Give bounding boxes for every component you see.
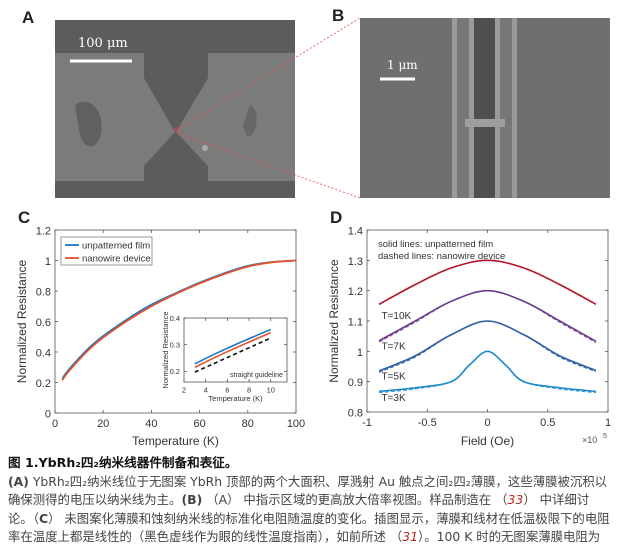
inset-x-tick-label: 8 <box>247 386 251 395</box>
x-tick-label: 0.5 <box>540 417 555 429</box>
caption-text: 率在温度上都是线性的（黑色虚线作为眼的线性温度指南），如前所述 （ <box>8 529 403 544</box>
series-label-T=3K: T=3K <box>381 393 406 404</box>
inset-x-tick-label: 2 <box>182 386 186 395</box>
etched-channel <box>474 18 495 198</box>
x-tick-label: -1 <box>362 417 372 429</box>
x-tick-label: 100 <box>287 418 305 430</box>
series-label-T=7K: T=7K <box>381 341 406 352</box>
caption-text: 确保测得的电压以纳米线为主。 <box>8 492 182 507</box>
citation-link-31[interactable]: 31 <box>402 529 419 544</box>
citation-link-33[interactable]: 33 <box>507 492 524 507</box>
x-tick-label: 0 <box>52 418 58 430</box>
zoom-guide-lines <box>176 17 361 199</box>
series-dashed-T=7K <box>378 290 597 344</box>
x-tick-label: 20 <box>97 418 109 430</box>
caption-line-3: 论。（C） 未图案化薄膜和蚀刻纳米线的标准化电阻随温度的变化。插图显示，薄膜和线… <box>8 510 634 529</box>
inset-series-straight-guideline <box>194 337 272 373</box>
y-tick-label: 0.6 <box>36 317 51 329</box>
series-label-T=10K: T=10K <box>381 311 411 322</box>
x-tick-label: 0 <box>484 417 490 429</box>
series-dashed-T=10K <box>378 259 597 305</box>
caption-ref-c: C <box>38 510 49 526</box>
x-axis-label: Field (Oe) <box>461 434 514 448</box>
inset-x-tick-label: 4 <box>204 386 208 395</box>
caption-ref-b: (B) <box>181 492 203 507</box>
legend-entry: unpatterned film <box>82 241 150 252</box>
legend-box <box>60 236 153 266</box>
sem-zoomed-graphic <box>360 18 610 198</box>
legend-entry: nanowire device <box>82 254 151 265</box>
caption-text: ）。100 K 时的无图案薄膜电阻为 <box>418 529 601 544</box>
inset-series-unpatterned-film <box>194 328 272 365</box>
inset-annotation: straight guideline <box>230 372 283 379</box>
x-tick-label: 40 <box>145 418 157 430</box>
caption-line-4: 率在温度上都是线性的（黑色虚线作为眼的线性温度指南），如前所述 （31）。100… <box>8 528 634 547</box>
y-tick-label: 0.2 <box>36 378 51 390</box>
inset-y-tick-label: 0.3 <box>170 340 180 349</box>
x-tick-label: 80 <box>242 418 254 430</box>
y-tick-label: 1 <box>45 256 51 268</box>
series-line-nanowire-device <box>61 259 297 381</box>
caption-line-1: (A) YbRh₂四₂纳米线位于无图案 YbRh 顶部的两个大面积、厚溅射 Au… <box>8 473 634 492</box>
nanowire <box>465 119 505 127</box>
sem-image-zoomed: 1 μm <box>360 18 610 198</box>
y-tick-label: 0.9 <box>348 377 363 389</box>
y-tick-label: 1 <box>357 347 363 359</box>
series-label-T=5K: T=5K <box>381 372 406 383</box>
x-tick-label: 60 <box>193 418 205 430</box>
figure-caption: 图 1.YbRh₂四₂纳米线器件制备和表征。 (A) YbRh₂四₂纳米线位于无… <box>8 454 634 547</box>
x-axis-multiplier: ×10 <box>582 435 597 445</box>
inset-x-tick-label: 6 <box>225 386 229 395</box>
zoom-region-marker <box>174 127 180 133</box>
zoom-guide-top <box>176 17 361 131</box>
annotation-dashed-lines: dashed lines: nanowire device <box>378 251 505 262</box>
x-tick-label: -0.5 <box>418 417 437 429</box>
chart-d: -1 -0.5 0 0.5 1 0.8 0.9 1 1.1 1.2 1.3 1.4 T=10K T=7K T… <box>327 226 611 449</box>
caption-title: 图 1.YbRh₂四₂纳米线器件制备和表征。 <box>8 455 238 470</box>
panel-label-a: A <box>22 8 35 27</box>
series-dashed-T=5K <box>378 320 597 373</box>
y-tick-label: 0.8 <box>348 408 363 420</box>
caption-text: ） 未图案化薄膜和蚀刻纳米线的标准化电阻随温度的变化。插图显示，薄膜和线材在低温… <box>48 510 610 526</box>
sem-image-overview: 100 μm <box>55 20 295 198</box>
chart-c: 0 20 40 60 80 100 0 0.2 0.4 0.6 0.8 1 1.2 Temperature… <box>15 226 305 449</box>
caption-text: ） 中详细讨 <box>523 492 590 507</box>
y-tick-label: 1.2 <box>36 226 51 238</box>
y-tick-label: 1.1 <box>348 317 363 329</box>
inset-y-tick-label: 0.4 <box>170 314 180 323</box>
x-tick-label: 1 <box>605 417 611 429</box>
inset-plot-frame <box>183 317 288 383</box>
inset-x-axis-label: Temperature (K) <box>208 394 263 403</box>
y-tick-label: 1.2 <box>348 286 363 298</box>
y-axis-label: Normalized Resistance <box>15 259 29 383</box>
y-tick-label: 0.8 <box>36 287 51 299</box>
caption-text: （A） 中指示区域的更高放大倍率视图。样品制造在 （ <box>202 492 508 507</box>
inset-x-tick-label: 10 <box>267 386 275 395</box>
y-tick-label: 0 <box>45 409 51 421</box>
inset-y-axis-label: Normalized Resistance <box>161 311 170 388</box>
y-axis-label: Normalized Resistance <box>327 259 341 383</box>
caption-text: 论。（ <box>8 510 39 526</box>
caption-line-2: 确保测得的电压以纳米线为主。(B) （A） 中指示区域的更高放大倍率视图。样品制… <box>8 491 634 510</box>
y-tick-label: 1.3 <box>348 256 363 268</box>
x-axis-label: Temperature (K) <box>132 434 219 448</box>
caption-text: YbRh₂四₂纳米线位于无图案 YbRh 顶部的两个大面积、厚溅射 Au 触点之… <box>28 473 608 489</box>
inset-series-nanowire-device <box>194 331 272 369</box>
series-dashed-T=3K <box>378 350 597 394</box>
panel-label-c: C <box>18 208 31 227</box>
legend: unpatterned film nanowire device <box>60 236 153 266</box>
sem-overview-graphic <box>55 20 295 198</box>
panel-label-d: D <box>330 208 343 227</box>
y-tick-label: 1.4 <box>348 226 363 238</box>
annotation-solid-lines: solid lines: unpatterned film <box>378 239 493 250</box>
x-axis-multiplier-exponent: 5 <box>603 433 607 440</box>
panel-label-b: B <box>332 6 345 25</box>
inset-y-tick-label: 0.2 <box>170 367 180 376</box>
y-tick-label: 0.4 <box>36 348 51 360</box>
scale-bar-label-a: 100 μm <box>78 36 128 51</box>
scale-bar-label-b: 1 μm <box>387 58 418 72</box>
caption-ref-a: (A) <box>8 473 29 489</box>
zoom-guide-bottom <box>176 132 361 199</box>
left-contact-pad <box>55 53 175 181</box>
